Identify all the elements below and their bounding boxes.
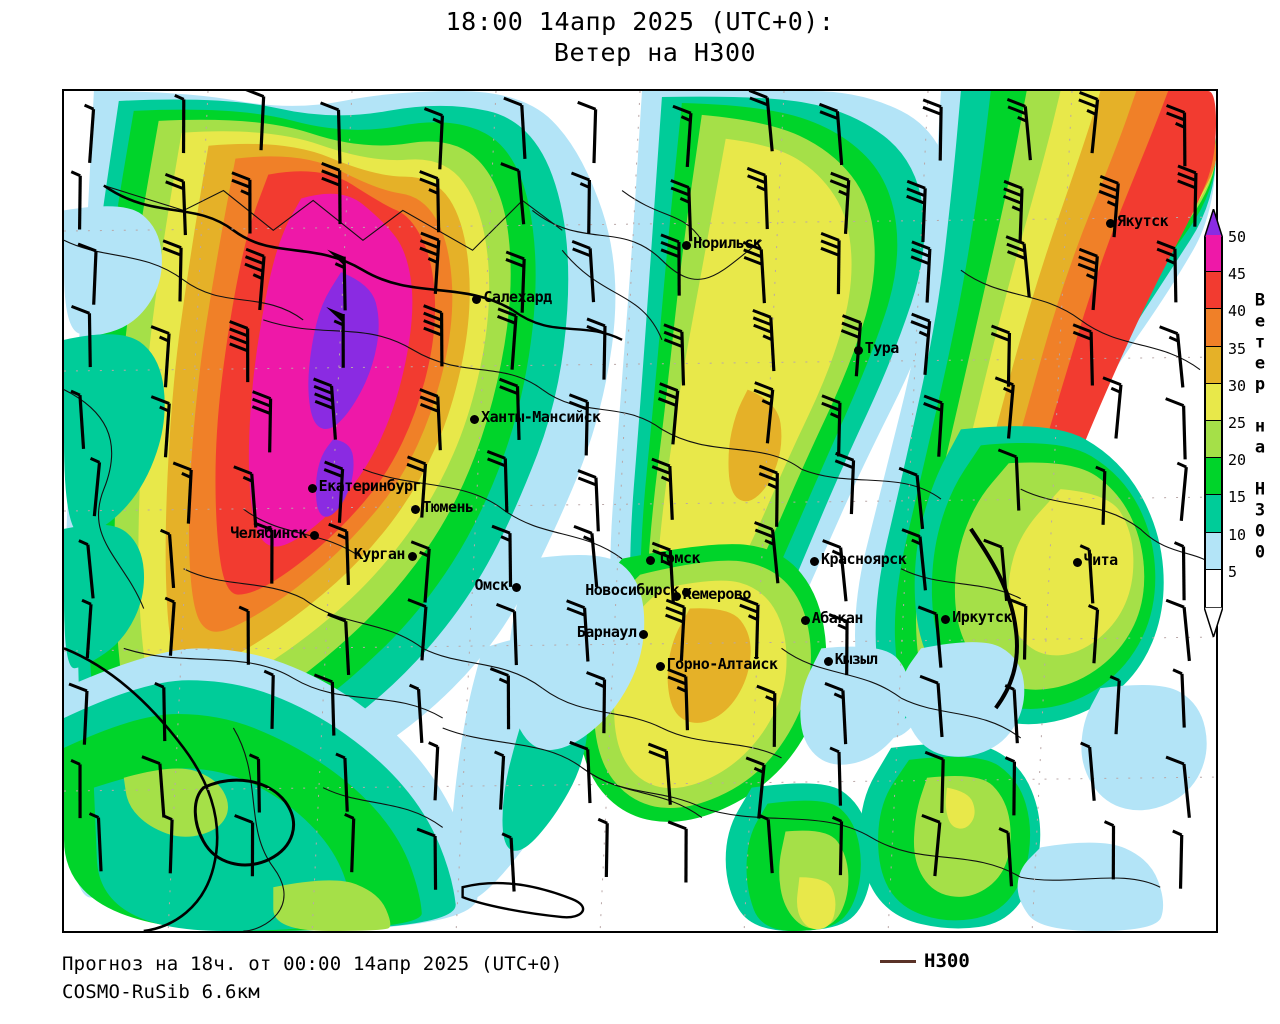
city-dot-icon <box>511 583 521 593</box>
colorbar-segment <box>1206 532 1221 570</box>
city-label: Кемерово <box>682 584 752 603</box>
city-dot-icon <box>671 591 681 601</box>
city-label: Тюмень <box>422 498 474 517</box>
city-dot-icon <box>1072 558 1082 568</box>
colorbar-segment <box>1206 495 1221 533</box>
city-label: Барнаул <box>576 623 637 642</box>
colorbar-tick-label: 20 <box>1228 451 1247 470</box>
colorbar-segment <box>1206 421 1221 459</box>
city-dot-icon <box>407 551 417 561</box>
city-label: Томск <box>657 548 701 567</box>
footer-legend: H300 <box>880 950 970 972</box>
city-dot-icon <box>472 295 482 305</box>
colorbar-separator <box>1206 382 1221 384</box>
city-dot-icon <box>809 557 819 567</box>
city-label: Ханты-Мансийск <box>481 408 601 427</box>
city-dot-icon <box>853 345 863 355</box>
colorbar-segment <box>1206 235 1221 273</box>
colorbar-separator <box>1206 568 1221 570</box>
city-label: Горно-Алтайск <box>666 654 778 673</box>
colorbar-separator <box>1206 308 1221 310</box>
colorbar-tick-label: 10 <box>1228 525 1247 544</box>
city-label: Курган <box>353 544 406 563</box>
city-label: Челябинск <box>230 524 307 543</box>
city-dot-icon <box>411 505 421 515</box>
city-dot-icon <box>655 661 665 671</box>
colorbar-bar <box>1204 235 1223 609</box>
colorbar-tick-label: 40 <box>1228 302 1247 321</box>
city-dot-icon <box>309 531 319 541</box>
city-label: Чита <box>1083 551 1119 570</box>
colorbar-separator <box>1206 420 1221 421</box>
colorbar-axis-label: Ветер на H300 <box>1250 290 1270 564</box>
colorbar-separator <box>1206 494 1221 496</box>
city-dot-icon <box>470 415 480 425</box>
colorbar-separator <box>1206 345 1221 347</box>
city-label: Красноярск <box>820 550 907 569</box>
colorbar-segment <box>1206 569 1221 607</box>
colorbar-tick-label: 5 <box>1228 562 1238 581</box>
colorbar-tick-label: 25 <box>1228 414 1247 432</box>
city-dot-icon <box>646 555 656 565</box>
city-label: Норильск <box>693 233 762 252</box>
city-label: Тура <box>864 338 900 357</box>
weather-map[interactable]: Салехард Норильск Тура Якутск Ханты-Мансийск… <box>62 89 1218 933</box>
city-dot-icon <box>941 615 951 625</box>
city-label: Иркутск <box>952 608 1012 627</box>
city-label: Якутск <box>1117 211 1169 230</box>
city-dot-icon <box>682 587 692 597</box>
h300-legend-label: H300 <box>924 950 970 972</box>
chart-title-block: 18:00 14апр 2025 (UTC+0): Ветер на H300 <box>0 6 1280 68</box>
colorbar-tick-label: 35 <box>1228 339 1247 358</box>
footer: Прогноз на 18ч. от 00:00 14апр 2025 (UTC… <box>62 950 1222 1006</box>
city-dot-icon <box>639 630 649 640</box>
colorbar-segment <box>1206 309 1221 347</box>
title-line-field: Ветер на H300 <box>553 38 757 67</box>
city-label: Екатеринбург <box>318 477 422 496</box>
colorbar-tick-label: 30 <box>1228 376 1247 395</box>
city-dot-icon <box>823 657 833 667</box>
colorbar-tick-label: 50 <box>1228 228 1247 246</box>
city-label: Новосибирск <box>585 580 680 599</box>
colorbar-separator <box>1206 531 1221 533</box>
colorbar: 50 45 40 35 30 25 20 15 10 5 Ветер на H300 <box>1200 205 1280 650</box>
city-label-layer: Салехард Норильск Тура Якутск Ханты-Мансийск… <box>64 91 1216 931</box>
colorbar-separator <box>1206 271 1221 273</box>
colorbar-tick-label: 15 <box>1228 488 1247 507</box>
city-label: Кызыл <box>834 650 878 669</box>
footer-forecast-line: Прогноз на 18ч. от 00:00 14апр 2025 (UTC… <box>62 953 563 975</box>
colorbar-top-arrow <box>1204 209 1223 239</box>
city-dot-icon <box>1106 218 1116 228</box>
colorbar-separator <box>1206 457 1221 459</box>
wind-barb-overlay <box>68 91 1198 892</box>
city-label: Абакан <box>811 609 864 628</box>
city-label: Салехард <box>483 288 552 307</box>
city-dot-icon <box>307 484 317 494</box>
colorbar-tick-label: 45 <box>1228 265 1247 284</box>
city-label: Омск <box>474 576 509 595</box>
colorbar-segment <box>1206 383 1221 421</box>
footer-model-line: COSMO-RuSib 6.6км <box>62 981 260 1003</box>
colorbar-segment <box>1206 272 1221 310</box>
title-line-datetime: 18:00 14апр 2025 (UTC+0): <box>445 7 835 36</box>
h300-legend-line <box>880 959 916 963</box>
colorbar-segment <box>1206 458 1221 496</box>
colorbar-bottom-arrow <box>1204 607 1223 637</box>
city-dot-icon <box>800 616 810 626</box>
city-dot-icon <box>682 240 692 250</box>
colorbar-segment <box>1206 346 1221 384</box>
